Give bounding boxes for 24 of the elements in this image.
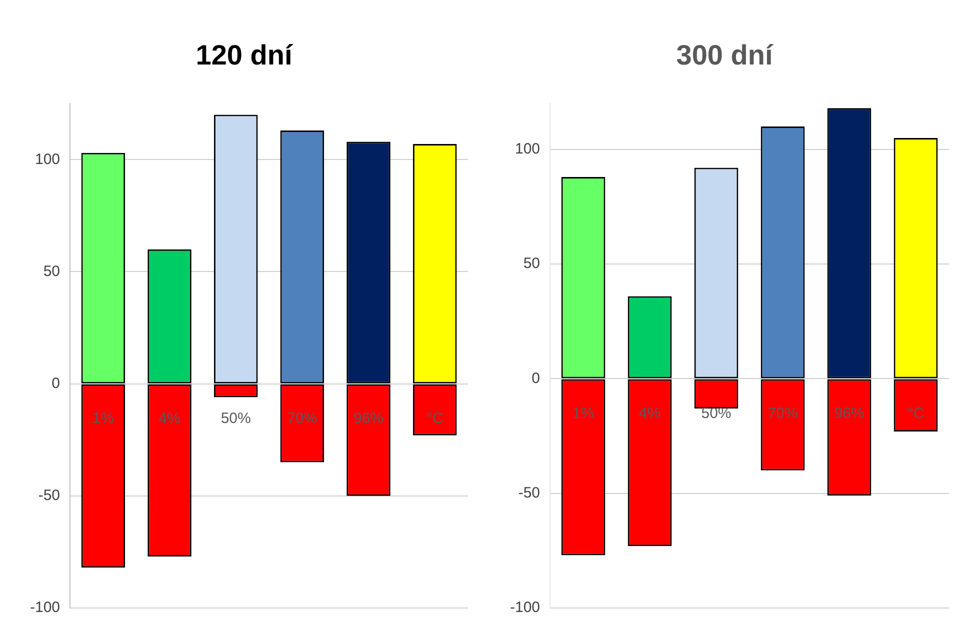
x-tick-label: 1% — [572, 404, 594, 422]
y-tick-label: -100 — [30, 599, 60, 616]
y-tick-label: -50 — [38, 487, 60, 504]
chart-title: 300 dní — [676, 40, 774, 71]
x-tick-label: °C — [907, 404, 924, 422]
y-tick-label: 100 — [34, 150, 60, 168]
y-tick-label: -50 — [518, 484, 540, 502]
y-tick-label: 0 — [532, 370, 540, 387]
x-tick-label: 4% — [638, 404, 661, 422]
x-tick-label: 96% — [834, 404, 864, 422]
y-tick-label: 0 — [52, 374, 60, 392]
x-tick-label: 96% — [353, 410, 384, 427]
x-tick-label: 1% — [92, 410, 114, 427]
x-tick-label: 4% — [158, 410, 180, 427]
y-tick-label: 100 — [514, 140, 540, 158]
y-tick-label: 50 — [43, 262, 60, 280]
x-tick-label: 50% — [220, 410, 251, 427]
x-tick-label: 50% — [701, 404, 732, 422]
x-tick-label: 70% — [287, 410, 318, 427]
chart-title: 120 dní — [196, 40, 294, 71]
y-tick-label: 50 — [523, 255, 540, 272]
y-tick-label: -100 — [510, 599, 540, 616]
x-tick-label: 70% — [768, 404, 798, 422]
x-tick-label: °C — [426, 410, 444, 427]
